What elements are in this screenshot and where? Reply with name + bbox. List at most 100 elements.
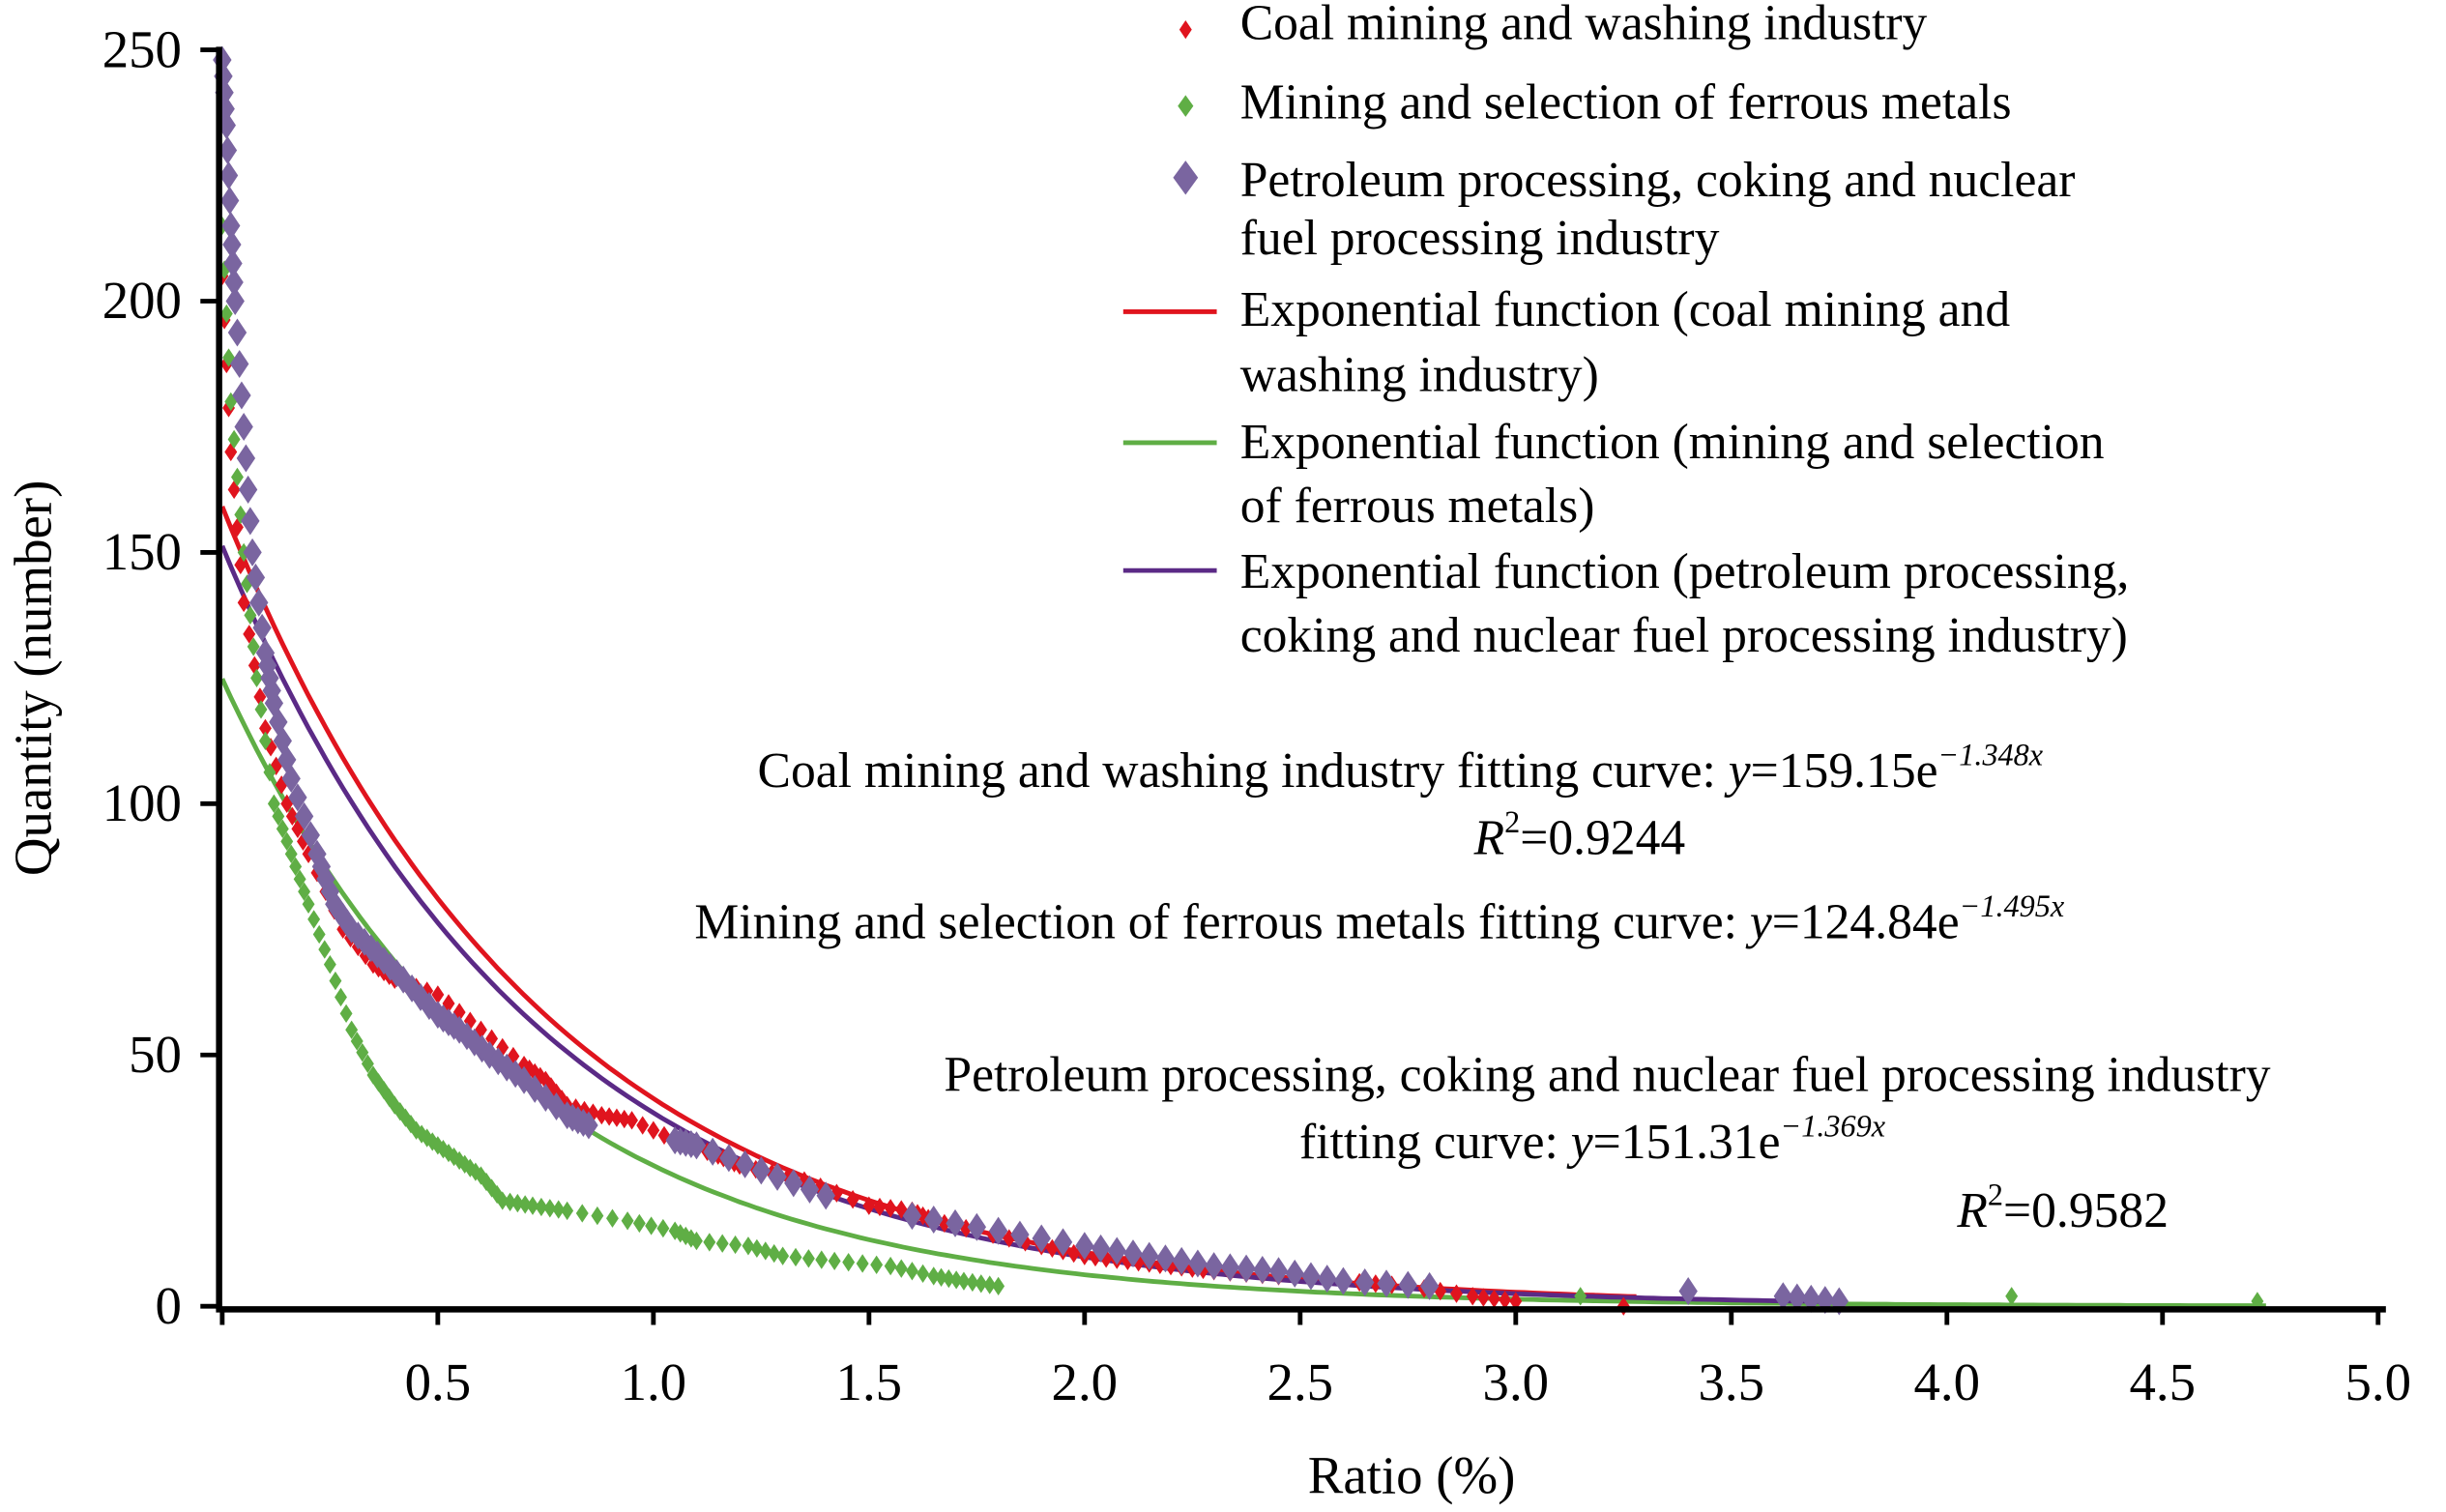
- scatter-point-series-1: [280, 831, 294, 851]
- scatter-point-series-0: [253, 687, 267, 707]
- scatter-point-series-0: [1067, 1243, 1081, 1264]
- x-tick-label: 0.5: [405, 1352, 472, 1411]
- y-tick-label: 100: [102, 773, 182, 832]
- scatter-point-series-1: [335, 987, 347, 1007]
- scatter-point-series-2: [1237, 1254, 1256, 1283]
- legend-label-ferrous-fit: Exponential function (mining and selecti…: [1240, 415, 2105, 470]
- petroleum-fit-equation: fitting curve: y=151.31e−1.369x: [1299, 1108, 1886, 1170]
- scatter-point-series-0: [595, 1105, 608, 1125]
- scatter-point-series-2: [967, 1212, 987, 1241]
- scatter-point-series-2: [1773, 1282, 1792, 1311]
- scatter-point-series-2: [1172, 1246, 1191, 1275]
- scatter-point-series-2: [225, 286, 245, 316]
- y-tick-label: 50: [129, 1025, 182, 1084]
- scatter-point-series-2: [1075, 1232, 1094, 1261]
- scatter-point-series-2: [472, 1034, 492, 1063]
- scatter-point-series-0: [862, 1196, 876, 1215]
- scatter-point-series-0: [431, 985, 445, 1004]
- scatter-point-series-2: [1268, 1257, 1289, 1286]
- scatter-point-series-1: [219, 304, 233, 324]
- legend-marker-ferrous: [1178, 95, 1194, 117]
- scatter-point-series-2: [221, 212, 241, 241]
- scatter-point-series-1: [1574, 1287, 1587, 1306]
- scatter-point-series-2: [387, 959, 407, 988]
- scatter-point-series-1: [842, 1253, 856, 1272]
- scatter-point-series-1: [645, 1216, 658, 1236]
- scatter-point-series-2: [546, 1092, 567, 1121]
- scatter-point-series-1: [312, 924, 326, 945]
- scatter-point-series-0: [626, 1111, 638, 1130]
- scatter-point-series-1: [284, 844, 298, 863]
- scatter-point-series-1: [575, 1204, 589, 1223]
- scatter-point-series-1: [2251, 1292, 2264, 1311]
- scatter-point-series-2: [294, 801, 314, 830]
- y-tick-label: 250: [102, 19, 182, 78]
- scatter-point-series-2: [1053, 1228, 1073, 1257]
- legend-label-petroleum-2: fuel processing industry: [1240, 211, 1720, 266]
- scatter-point-series-1: [992, 1276, 1005, 1296]
- y-axis-label: Quantity (number): [3, 480, 62, 876]
- scatter-point-series-1: [894, 1259, 908, 1278]
- scatter-point-series-2: [902, 1202, 922, 1231]
- scatter-point-series-1: [632, 1213, 646, 1234]
- scatter-point-series-2: [218, 161, 239, 190]
- ferrous-fit-equation: Mining and selection of ferrous metals f…: [694, 888, 2064, 950]
- scatter-point-series-2: [1355, 1267, 1375, 1296]
- scatter-point-series-1: [518, 1195, 532, 1214]
- scatter-point-series-1: [361, 1054, 374, 1074]
- scatter-point-series-2: [1801, 1284, 1820, 1313]
- scatter-point-series-1: [949, 1270, 963, 1290]
- scatter-point-series-2: [223, 249, 243, 278]
- scatter-point-series-1: [543, 1199, 557, 1218]
- scatter-point-series-2: [800, 1175, 820, 1204]
- legend-label-ferrous-fit-2: of ferrous metals): [1240, 479, 1595, 534]
- scatter-point-series-1: [870, 1255, 884, 1274]
- scatter-point-series-1: [231, 467, 244, 487]
- scatter-point-series-2: [1253, 1255, 1272, 1284]
- scatter-point-series-2: [1333, 1266, 1354, 1295]
- x-tick-label: 3.0: [1483, 1352, 1550, 1411]
- scatter-point-series-1: [345, 1020, 359, 1039]
- scatter-point-series-1: [856, 1254, 869, 1273]
- petroleum-fit-title: Petroleum processing, coking and nuclear…: [944, 1048, 2270, 1103]
- scatter-point-series-1: [606, 1208, 619, 1228]
- scatter-point-series-0: [647, 1120, 660, 1140]
- scatter-point-series-2: [1107, 1236, 1126, 1265]
- scatter-point-series-2: [784, 1169, 803, 1198]
- scatter-point-series-1: [715, 1234, 729, 1253]
- scatter-point-series-2: [1377, 1269, 1396, 1298]
- coal-fit-equation: Coal mining and washing industry fitting…: [758, 738, 2044, 800]
- scatter-point-series-0: [285, 806, 299, 827]
- x-tick-label: 4.5: [2130, 1352, 2197, 1411]
- scatter-point-series-1: [496, 1191, 510, 1210]
- scatter-point-series-1: [789, 1247, 802, 1267]
- x-tick-label: 2.0: [1052, 1352, 1119, 1411]
- scatter-point-series-1: [591, 1206, 604, 1226]
- legend: Coal mining and washing industry Mining …: [1122, 0, 2129, 663]
- scatter-point-series-1: [656, 1218, 670, 1238]
- scatter-point-series-1: [983, 1275, 997, 1294]
- scatter-point-series-1: [917, 1264, 930, 1284]
- scatter-point-series-1: [267, 794, 280, 814]
- scatter-point-series-2: [946, 1208, 965, 1237]
- legend-marker-petroleum: [1173, 160, 1199, 195]
- scatter-point-series-0: [884, 1199, 897, 1218]
- y-tick-label: 0: [156, 1276, 182, 1335]
- scatter-point-series-2: [238, 475, 258, 504]
- scatter-point-series-1: [750, 1238, 764, 1259]
- scatter-point-series-1: [905, 1262, 918, 1281]
- scatter-point-series-1: [776, 1246, 790, 1265]
- scatter-point-series-1: [621, 1211, 634, 1231]
- legend-label-coal: Coal mining and washing industry: [1240, 0, 1928, 50]
- x-tick-label: 4.0: [1914, 1352, 1981, 1411]
- scatter-point-series-2: [230, 349, 249, 378]
- scatter-point-series-1: [293, 869, 306, 888]
- legend-label-ferrous: Mining and selection of ferrous metals: [1240, 75, 2012, 131]
- scatter-point-series-1: [227, 429, 241, 450]
- y-tick-label: 200: [102, 271, 182, 330]
- scatter-point-series-0: [846, 1190, 859, 1209]
- x-tick-label: 3.5: [1699, 1352, 1765, 1411]
- x-axis-label: Ratio (%): [1308, 1446, 1516, 1505]
- scatter-point-series-2: [227, 318, 248, 347]
